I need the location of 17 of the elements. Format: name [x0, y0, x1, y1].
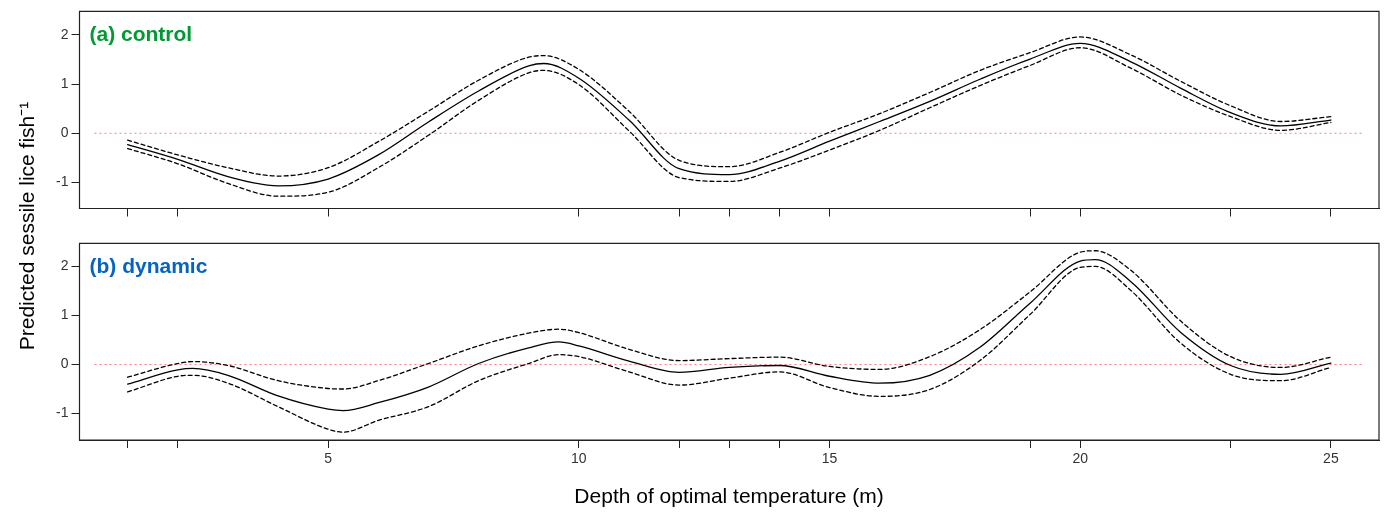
text: (a) control	[89, 22, 193, 46]
y-tick-label: 0	[60, 124, 69, 141]
x-axis-title: Depth of optimal temperature (m)	[574, 484, 884, 508]
y-tick-label: -1	[56, 404, 69, 421]
x-tick-label: 20	[1072, 450, 1089, 467]
y-tick-label: 0	[60, 355, 69, 372]
y-tick-label: 1	[60, 75, 69, 91]
y-tick-label: 1	[60, 306, 69, 323]
text: (b) dynamic	[89, 254, 208, 278]
x-tick-label: 10	[571, 450, 587, 467]
x-tick-label: 15	[821, 450, 838, 467]
x-tick-label: 5	[324, 450, 333, 467]
y-tick-label: -1	[56, 173, 69, 190]
y-tick-label: 2	[60, 257, 69, 274]
y-tick-label: 2	[60, 25, 69, 42]
x-tick-label: 25	[1323, 450, 1339, 467]
y-axis-title: Predicted sessile lice fish⁻¹	[14, 101, 39, 351]
